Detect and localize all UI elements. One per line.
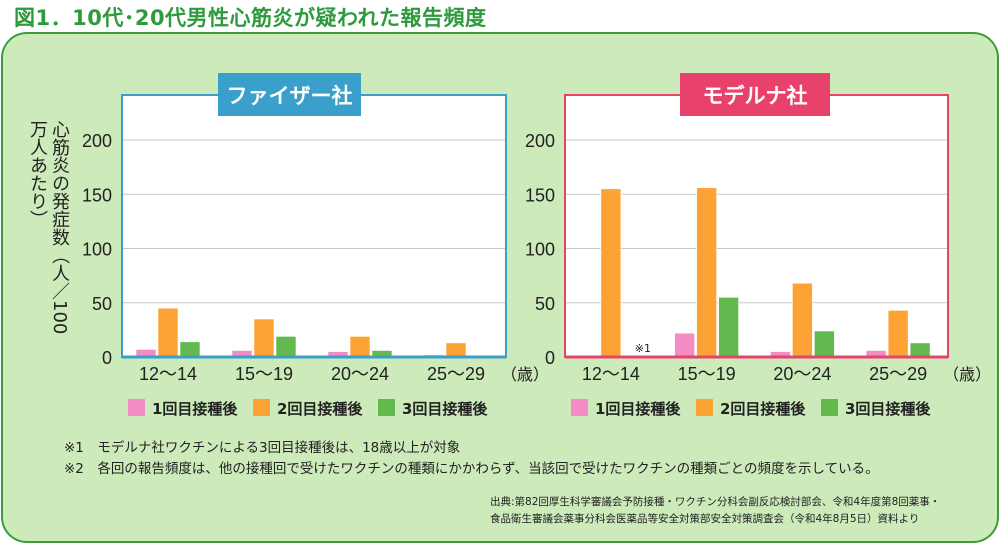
pfizer-ytick-label: 200 bbox=[82, 131, 112, 151]
moderna-ytick-label: 150 bbox=[525, 185, 555, 205]
moderna-title: モデルナ社 bbox=[703, 84, 808, 108]
moderna-ytick-label: 50 bbox=[535, 294, 555, 314]
moderna-legend-swatch-1 bbox=[571, 399, 588, 416]
pfizer-legend-label-3: 3回目接種後 bbox=[402, 400, 488, 418]
y-axis-label: 心筋炎の発症数（人／100万人あたり） bbox=[26, 120, 70, 350]
moderna-xtick-label: 12〜14 bbox=[582, 364, 640, 384]
moderna-legend-label-1: 1回目接種後 bbox=[595, 400, 681, 418]
pfizer-bar-2-3 bbox=[445, 342, 467, 358]
pfizer-title: ファイザー社 bbox=[227, 84, 353, 108]
pfizer-legend-label-1: 1回目接種後 bbox=[152, 400, 238, 418]
moderna-bar-3-2 bbox=[814, 330, 835, 358]
moderna-legend-label-2: 2回目接種後 bbox=[720, 400, 806, 418]
pfizer-bar-2-1 bbox=[253, 318, 275, 358]
moderna-legend-swatch-3 bbox=[821, 399, 838, 416]
moderna-bar-2-0 bbox=[600, 188, 622, 358]
pfizer-legend-label-2: 2回目接種後 bbox=[277, 400, 363, 418]
moderna-ytick-label: 0 bbox=[545, 348, 555, 368]
pfizer-xtick-label: 15〜19 bbox=[235, 364, 293, 384]
moderna-bar-1-1 bbox=[674, 332, 695, 358]
pfizer-bar-2-2 bbox=[349, 336, 371, 358]
pfizer-xtick-label: 20〜24 bbox=[331, 364, 389, 384]
moderna-bar-2-3 bbox=[887, 310, 909, 358]
pfizer-bar-2-0 bbox=[157, 307, 179, 358]
pfizer-xtick-label: 12〜14 bbox=[139, 364, 197, 384]
moderna-legend-label-3: 3回目接種後 bbox=[845, 400, 931, 418]
moderna-plot-area bbox=[564, 94, 949, 358]
y-axis-label-line2: （人／100万人あたり） bbox=[27, 120, 70, 335]
moderna-age-unit: （歳） bbox=[943, 365, 991, 384]
pfizer-bar-3-1 bbox=[275, 336, 297, 358]
moderna-bar-2-2 bbox=[792, 282, 813, 358]
pfizer-ytick-label: 50 bbox=[92, 294, 112, 314]
moderna-ytick-label: 200 bbox=[525, 131, 555, 151]
pfizer-legend-swatch-2 bbox=[253, 399, 270, 416]
source-line-1: 出典:第82回厚生科学審議会予防接種・ワクチン分科会副反応検討部会、令和4年度第… bbox=[490, 496, 941, 508]
pfizer-age-unit: （歳） bbox=[501, 365, 549, 384]
y-axis-label-line1: 心筋炎の発症数 bbox=[49, 120, 70, 246]
moderna-title-box bbox=[680, 73, 830, 116]
moderna-xtick-label: 15〜19 bbox=[678, 364, 736, 384]
moderna-xtick-label: 25〜29 bbox=[869, 364, 927, 384]
moderna-annotation: ※1 bbox=[635, 342, 651, 355]
pfizer-ytick-label: 150 bbox=[82, 185, 112, 205]
pfizer-ytick-label: 100 bbox=[82, 240, 112, 260]
pfizer-legend-swatch-3 bbox=[378, 399, 395, 416]
footnote-1: ※1 モデルナ社ワクチンによる3回目接種後は、18歳以上が対象 bbox=[64, 440, 461, 456]
moderna-legend-swatch-2 bbox=[696, 399, 713, 416]
pfizer-title-box bbox=[218, 73, 361, 116]
pfizer-xtick-label: 25〜29 bbox=[427, 364, 485, 384]
pfizer-legend-swatch-1 bbox=[128, 399, 145, 416]
moderna-bar-2-1 bbox=[696, 187, 717, 358]
pfizer-ytick-label: 0 bbox=[102, 348, 112, 368]
moderna-bar-3-1 bbox=[718, 297, 739, 358]
moderna-xtick-label: 20〜24 bbox=[773, 364, 831, 384]
source-line-2: 食品衛生審議会薬事分科会医薬品等安全対策部安全対策調査会（令和4年8月5日）資料… bbox=[490, 513, 920, 525]
moderna-bar-3-3 bbox=[909, 342, 931, 358]
figure-title: 図1．10代･20代男性心筋炎が疑われた報告頻度 bbox=[14, 6, 487, 30]
pfizer-plot-area bbox=[121, 94, 507, 358]
footnote-2: ※2 各回の報告頻度は、他の接種回で受けたワクチンの種類にかかわらず、当該回で受… bbox=[64, 461, 879, 477]
moderna-ytick-label: 100 bbox=[525, 240, 555, 260]
pfizer-bar-3-0 bbox=[179, 341, 201, 358]
